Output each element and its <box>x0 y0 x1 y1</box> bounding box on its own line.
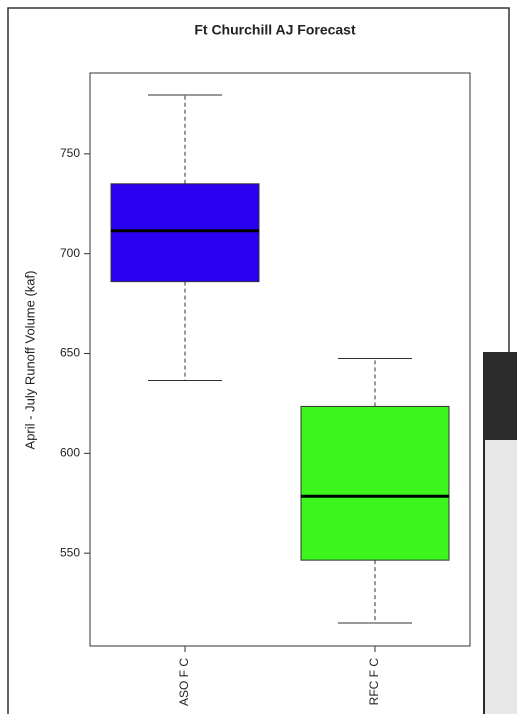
y-tick-label: 550 <box>60 545 80 559</box>
y-tick-label: 700 <box>60 246 80 260</box>
y-tick-label: 650 <box>60 346 80 360</box>
y-tick-label: 750 <box>60 146 80 160</box>
x-tick-label: RFC F C <box>367 658 381 706</box>
y-axis-label: April - July Runoff Volume (kaf) <box>22 271 37 450</box>
page: {"chart_data": {"type": "box", "title": … <box>0 0 517 714</box>
y-tick-label: 600 <box>60 446 80 460</box>
chart: Ft Churchill AJ Forecast April - July Ru… <box>0 0 517 714</box>
chart-title: Ft Churchill AJ Forecast <box>194 22 356 38</box>
box <box>111 184 259 282</box>
x-tick-label: ASO F C <box>177 658 191 706</box>
panel <box>8 8 509 714</box>
overlay-sheet <box>485 440 517 714</box>
box <box>301 406 449 560</box>
